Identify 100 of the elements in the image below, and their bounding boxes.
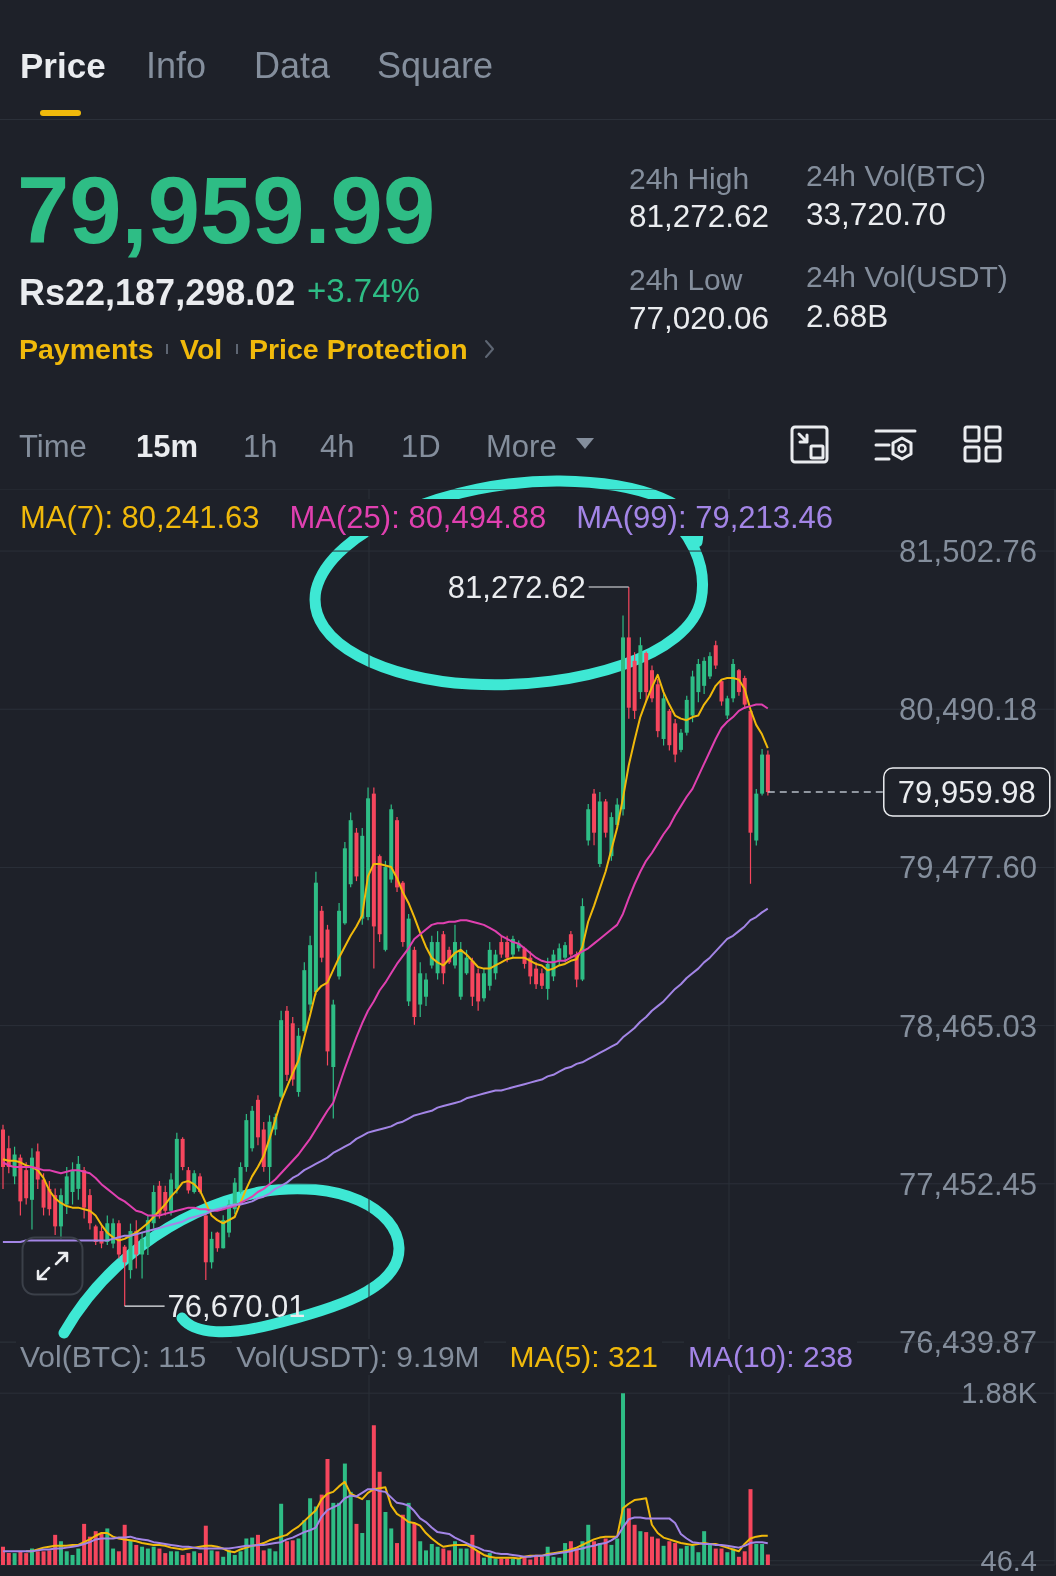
y-tick-label: 46.4: [980, 1545, 1037, 1576]
text: 77,020.06: [629, 300, 770, 338]
bar: [707, 1543, 712, 1565]
bar: [342, 1463, 347, 1565]
candlestick: [725, 695, 730, 720]
bar: [609, 1544, 614, 1565]
bar: [418, 1541, 423, 1565]
candlestick: [539, 968, 544, 990]
bar: [464, 1548, 469, 1565]
bar: [557, 1557, 562, 1565]
bar: [592, 1541, 597, 1565]
bar: [673, 1543, 678, 1565]
bar: [505, 1558, 510, 1565]
bar: [736, 1556, 741, 1565]
bar: [638, 1531, 643, 1565]
bar: [192, 1551, 197, 1565]
bar: [655, 1538, 660, 1565]
bar: [493, 1558, 498, 1565]
bar: [441, 1548, 446, 1565]
annotation: 81,272.62: [447, 569, 586, 605]
bar: [661, 1545, 666, 1565]
bar: [255, 1534, 260, 1565]
bar: [371, 1425, 376, 1565]
bar: [284, 1541, 289, 1565]
y-tick-label: 79,477.60: [899, 850, 1037, 886]
bar: [1, 1546, 5, 1565]
bar: [765, 1554, 770, 1565]
bar: [406, 1502, 411, 1565]
bar: [458, 1548, 463, 1565]
bar: [481, 1557, 486, 1565]
bar: [261, 1550, 266, 1565]
text: Price: [20, 45, 106, 87]
text: 4h: [320, 428, 355, 466]
bar: [128, 1540, 133, 1565]
bar: [24, 1553, 29, 1565]
bar: [134, 1544, 139, 1565]
bar: [754, 1543, 759, 1565]
bar: [447, 1550, 452, 1565]
bar: [632, 1524, 637, 1565]
bar: [169, 1551, 174, 1565]
text: 24h Low: [629, 262, 743, 298]
bar: [157, 1548, 162, 1565]
bar: [621, 1393, 626, 1565]
bar: [290, 1540, 295, 1565]
bar: [215, 1551, 220, 1565]
bar: [510, 1558, 515, 1565]
bar: [400, 1514, 405, 1565]
candlestick: [499, 935, 504, 959]
bar: [18, 1551, 23, 1565]
candlestick: [140, 1231, 145, 1280]
y-tick-label: 76,439.87: [899, 1325, 1037, 1361]
bar: [678, 1548, 683, 1565]
text: MA(5): 321: [505, 1339, 662, 1375]
bar: [383, 1511, 388, 1565]
bar: [6, 1553, 11, 1565]
text: Vol: [180, 331, 223, 367]
text: 24h Vol(BTC): [806, 158, 987, 194]
bar: [713, 1548, 718, 1565]
y-tick-label: 77,452.45: [899, 1166, 1037, 1202]
bar: [725, 1552, 730, 1565]
bar: [366, 1500, 371, 1565]
candlestick: [215, 1231, 220, 1253]
text: Time: [19, 428, 87, 466]
text: MA(7): 80,241.63: [16, 499, 264, 537]
bar: [395, 1543, 400, 1565]
text: 33,720.70: [806, 196, 947, 234]
bar: [174, 1551, 179, 1565]
bar: [232, 1554, 237, 1565]
text: 24h High: [629, 161, 750, 197]
y-tick-label: 81,502.76: [899, 534, 1037, 570]
candlestick: [678, 728, 683, 753]
bar: [760, 1543, 765, 1565]
bar: [452, 1541, 457, 1565]
bar: [250, 1537, 255, 1565]
bar: [140, 1546, 145, 1565]
bar: [719, 1548, 724, 1565]
ref-line-label: 79,959.98: [897, 774, 1036, 810]
bar: [702, 1531, 707, 1565]
bar: [209, 1550, 214, 1565]
bar: [499, 1558, 504, 1565]
text: Price Protection: [249, 331, 468, 367]
bar: [476, 1551, 481, 1565]
candlestick: [557, 943, 562, 967]
text: Rs22,187,298.02: [19, 271, 296, 315]
candlestick: [713, 640, 718, 670]
text: 24h Vol(USDT): [806, 259, 1008, 295]
bar: [279, 1503, 284, 1565]
candlestick: [464, 949, 469, 976]
text: Data: [254, 44, 331, 88]
bar: [145, 1548, 150, 1565]
candlestick: [122, 1244, 127, 1307]
bar: [377, 1471, 382, 1565]
text: More: [486, 428, 557, 466]
bar: [12, 1553, 17, 1565]
bar: [435, 1546, 440, 1565]
bar: [64, 1551, 69, 1565]
bar: [163, 1553, 168, 1565]
annotation: Vol(BTC): 115: [16, 1339, 211, 1375]
bar: [429, 1543, 434, 1565]
candlestick: [198, 1172, 203, 1195]
